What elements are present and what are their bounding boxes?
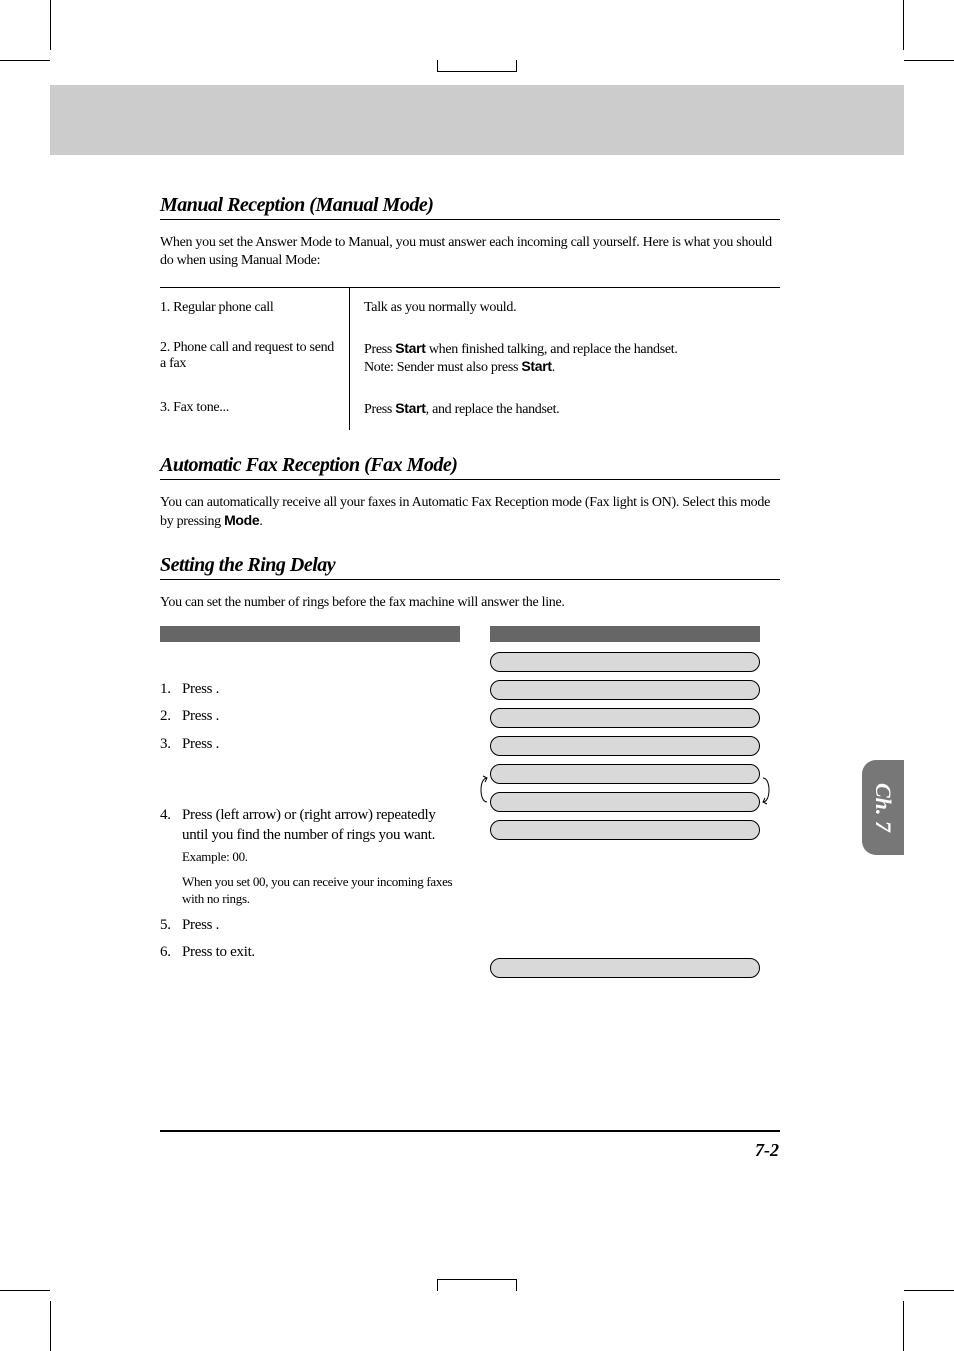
- crop-center-top: [437, 60, 517, 72]
- footer-rule: [160, 1130, 780, 1132]
- lcd-display-4: [490, 736, 760, 756]
- scenario-3-label: Fax tone...: [173, 400, 229, 415]
- keyword-mode: Mode: [224, 512, 259, 528]
- scenario-3-left: 3. Fax tone...: [160, 388, 350, 430]
- scenario-1-label: Regular phone call: [173, 300, 273, 315]
- scenario-table: 1. Regular phone call Talk as you normal…: [160, 287, 780, 430]
- scenario-2-mid: when finished talking, and replace the h…: [426, 342, 678, 357]
- keyword-start: Start: [395, 400, 425, 416]
- keyword-start: Start: [521, 358, 551, 374]
- scenario-2-note-pre: Note: Sender must also press: [364, 360, 521, 375]
- step-6: Press to exit.: [160, 943, 460, 963]
- scenario-1-right: Talk as you normally would.: [350, 288, 780, 328]
- steps-header-bar: [160, 626, 460, 642]
- step-4-note: When you set 00, you can receive your in…: [182, 874, 460, 908]
- page-number: 7-2: [755, 1140, 779, 1161]
- header-gray-band: [50, 85, 904, 155]
- display-header-bar: [490, 626, 760, 642]
- lcd-display-7: [490, 958, 760, 978]
- lcd-display-1: [490, 652, 760, 672]
- ringdelay-display-col: [490, 626, 760, 986]
- page-content: Manual Reception (Manual Mode) When you …: [160, 170, 780, 986]
- lcd-display-5a: [490, 764, 760, 784]
- scenario-1-num: 1.: [160, 300, 170, 315]
- scenario-2-num: 2.: [160, 340, 170, 355]
- step-3: Press .: [160, 735, 460, 755]
- step-4-text: Press (left arrow) or (right arrow) repe…: [182, 807, 436, 843]
- chapter-tab-label: Ch. 7: [870, 783, 896, 832]
- scenario-3-mid: , and replace the handset.: [426, 402, 560, 417]
- lcd-display-5b: [490, 792, 760, 812]
- scenario-2-note-post: .: [552, 360, 555, 375]
- lcd-display-6: [490, 820, 760, 840]
- chapter-tab: Ch. 7: [862, 760, 904, 855]
- step-4: Press (left arrow) or (right arrow) repe…: [160, 806, 460, 908]
- section-auto-post: .: [259, 514, 262, 529]
- step-1: Press .: [160, 680, 460, 700]
- section-auto-title: Automatic Fax Reception (Fax Mode): [160, 454, 780, 480]
- scenario-3-pre: Press: [364, 402, 395, 417]
- crop-mark-right: [903, 0, 904, 1351]
- scenario-1-left: 1. Regular phone call: [160, 288, 350, 328]
- section-ringdelay-title: Setting the Ring Delay: [160, 554, 780, 580]
- scenario-3-num: 3.: [160, 400, 170, 415]
- section-ringdelay-intro: You can set the number of rings before t…: [160, 594, 780, 612]
- scenario-2-label: Phone call and request to send a fax: [160, 340, 334, 371]
- scenario-3-right: Press Start, and replace the handset.: [350, 388, 780, 430]
- scenario-2-left: 2. Phone call and request to send a fax: [160, 328, 350, 388]
- section-auto-text: You can automatically receive all your f…: [160, 494, 780, 530]
- keyword-start: Start: [395, 340, 425, 356]
- ringdelay-steps-col: Press . Press . Press . Press (left arro…: [160, 626, 460, 971]
- section-manual-intro: When you set the Answer Mode to Manual, …: [160, 234, 780, 269]
- lcd-display-3: [490, 708, 760, 728]
- section-manual-title: Manual Reception (Manual Mode): [160, 194, 780, 220]
- step-4-example: Example: 00.: [182, 849, 460, 866]
- crop-center-bottom: [437, 1279, 517, 1291]
- scenario-2-right: Press Start when finished talking, and r…: [350, 328, 780, 388]
- step-5: Press .: [160, 916, 460, 936]
- scenario-2-pre: Press: [364, 342, 395, 357]
- step-2: Press .: [160, 707, 460, 727]
- crop-mark-left: [50, 0, 51, 1351]
- lcd-display-2: [490, 680, 760, 700]
